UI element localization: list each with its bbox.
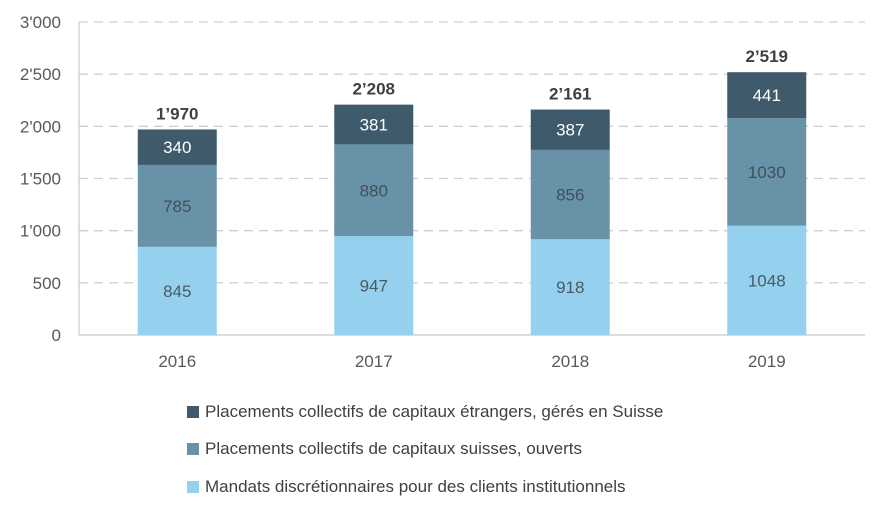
data-label: 947 <box>360 277 388 296</box>
bar-segment <box>137 246 217 335</box>
bar-segment <box>530 149 610 240</box>
y-tick-label: 1'000 <box>20 222 61 241</box>
y-tick-label: 500 <box>33 274 61 293</box>
bar-segment <box>137 129 217 165</box>
total-label: 2’519 <box>745 47 788 66</box>
bar-segment <box>727 72 807 119</box>
data-label: 387 <box>556 121 584 140</box>
legend-swatch <box>187 443 199 456</box>
total-label: 1’970 <box>156 104 199 123</box>
total-label: 2’208 <box>352 80 395 99</box>
total-label: 2’161 <box>549 85 592 104</box>
legend-swatch <box>187 405 199 418</box>
data-label: 441 <box>753 86 781 105</box>
y-tick-label: 0 <box>52 326 61 345</box>
x-tick-label: 2019 <box>748 352 786 371</box>
data-label: 856 <box>556 186 584 205</box>
data-label: 785 <box>163 197 191 216</box>
stacked-bar-chart: 0 500 1'000 1'500 2'000 2'500 3'000 845 785 340 1’… <box>20 13 865 371</box>
bar-segment <box>530 239 610 335</box>
bar-segment <box>530 109 610 150</box>
data-label: 845 <box>163 282 191 301</box>
y-tick-label: 2'000 <box>20 117 61 136</box>
bar-segment <box>334 236 414 335</box>
data-label: 1030 <box>748 163 786 182</box>
x-tick-label: 2017 <box>355 352 393 371</box>
x-tick-label: 2016 <box>158 352 196 371</box>
bar-segment <box>727 225 807 335</box>
data-label: 381 <box>360 116 388 135</box>
bar-segment <box>137 164 217 247</box>
y-tick-label: 1'500 <box>20 170 61 189</box>
legend-label: Mandats discrétionnaires pour des client… <box>205 476 626 496</box>
bar-segment <box>727 118 807 226</box>
x-tick-label: 2018 <box>551 352 589 371</box>
data-label: 340 <box>163 138 191 157</box>
bar-segment <box>334 104 414 145</box>
legend-item-mandates: Mandats discrétionnaires pour des client… <box>187 468 663 506</box>
y-tick-label: 3'000 <box>20 13 61 32</box>
legend: Placements collectifs de capitaux étrang… <box>187 393 663 506</box>
y-tick-label: 2'500 <box>20 65 61 84</box>
data-label: 880 <box>360 181 388 200</box>
data-label: 1048 <box>748 271 786 290</box>
data-label: 918 <box>556 278 584 297</box>
legend-label: Placements collectifs de capitaux étrang… <box>205 401 664 421</box>
legend-swatch <box>187 480 199 493</box>
bar-segment <box>334 144 414 237</box>
legend-item-foreign-funds: Placements collectifs de capitaux étrang… <box>187 393 663 431</box>
legend-label: Placements collectifs de capitaux suisse… <box>205 439 583 459</box>
legend-item-swiss-funds: Placements collectifs de capitaux suisse… <box>187 431 663 469</box>
